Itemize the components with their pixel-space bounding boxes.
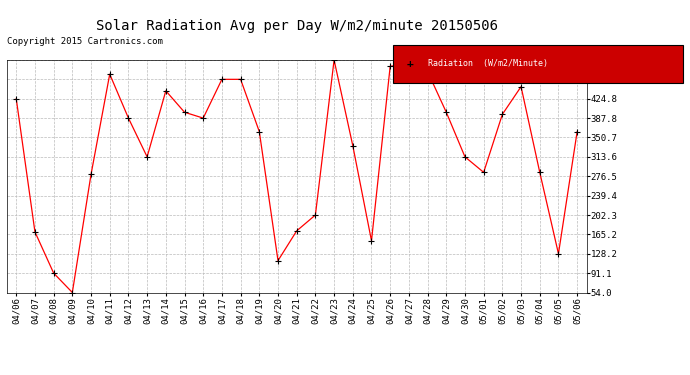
Text: +: + (407, 59, 414, 69)
Text: Copyright 2015 Cartronics.com: Copyright 2015 Cartronics.com (7, 38, 163, 46)
Text: Radiation  (W/m2/Minute): Radiation (W/m2/Minute) (428, 59, 548, 68)
Text: Solar Radiation Avg per Day W/m2/minute 20150506: Solar Radiation Avg per Day W/m2/minute … (96, 19, 497, 33)
